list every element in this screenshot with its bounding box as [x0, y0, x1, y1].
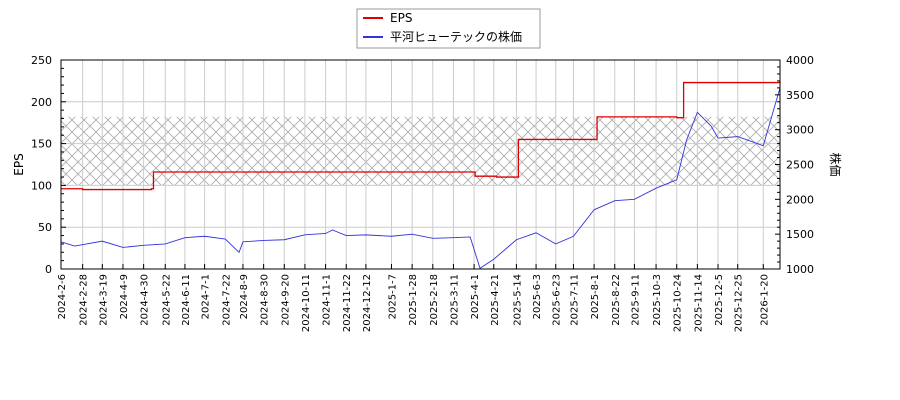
- legend-label: 平河ヒューテックの株価: [390, 29, 522, 44]
- y-right-tick-label: 4000: [786, 54, 814, 67]
- x-tick-label: 2025-6-3: [532, 274, 543, 319]
- y-right-tick-label: 1000: [786, 263, 814, 276]
- x-tick-label: 2024-11-1: [322, 274, 333, 326]
- y-left-tick-label: 50: [38, 221, 52, 234]
- x-tick-label: 2024-9-20: [280, 274, 291, 326]
- y-left-tick-label: 100: [31, 179, 52, 192]
- x-tick-label: 2024-8-9: [239, 274, 250, 319]
- y-right-tick-label: 2500: [786, 159, 814, 172]
- x-tick-label: 2025-8-1: [590, 274, 601, 319]
- x-tick-label: 2024-8-30: [260, 274, 271, 326]
- x-tick-label: 2025-4-21: [490, 274, 501, 326]
- x-tick-label: 2025-1-7: [387, 274, 398, 319]
- x-tick-label: 2025-3-11: [449, 274, 460, 326]
- x-tick-label: 2024-12-12: [362, 274, 373, 332]
- x-tick-label: 2025-9-11: [630, 274, 641, 326]
- y-left-tick-label: 200: [31, 96, 52, 109]
- x-tick-label: 2025-4-1: [470, 274, 481, 319]
- y-right-tick-label: 1500: [786, 228, 814, 241]
- y-left-axis-title: EPS: [12, 153, 26, 175]
- y-right-tick-label: 3500: [786, 89, 814, 102]
- y-right-axis-title: 株価: [828, 152, 843, 176]
- x-tick-label: 2025-1-28: [408, 274, 419, 326]
- x-tick-label: 2026-1-20: [759, 274, 770, 326]
- legend-label: EPS: [390, 11, 412, 25]
- legend-box: [356, 8, 541, 49]
- x-tick-label: 2025-7-11: [569, 274, 580, 326]
- x-tick-label: 2024-7-1: [201, 274, 212, 319]
- x-tick-label: 2024-7-22: [221, 274, 232, 326]
- stock-price-line: [60, 87, 781, 270]
- x-tick-label: 2024-2-6: [57, 274, 68, 319]
- x-tick-label: 2025-12-5: [714, 274, 725, 326]
- eps-line: [61, 81, 781, 191]
- legend: EPS 平河ヒューテックの株価: [356, 8, 541, 49]
- y-right-tick-label: 2000: [786, 193, 814, 206]
- x-tick-label: 2025-6-23: [552, 274, 563, 326]
- x-tick-label: 2024-5-22: [161, 274, 172, 326]
- x-tick-label: 2025-12-25: [734, 274, 745, 332]
- shaded-band: [61, 116, 780, 186]
- x-tick-label: 2025-10-3: [652, 274, 663, 326]
- plot-area: 0 50 100 150 200 250 1000 1500 2000 2500 3000 3500 4…: [12, 54, 843, 332]
- x-tick-label: 2024-11-22: [342, 274, 353, 332]
- x-tick-label: 2025-5-14: [512, 274, 523, 326]
- x-tick-label: 2024-4-30: [140, 274, 151, 326]
- x-tick-label: 2024-10-11: [301, 274, 312, 332]
- y-left-tick-label: 0: [45, 263, 52, 276]
- x-tick-label: 2024-6-11: [181, 274, 192, 326]
- y-left-tick-label: 150: [31, 138, 52, 151]
- x-tick-label: 2025-11-14: [693, 274, 704, 332]
- y-right-tick-label: 3000: [786, 124, 814, 137]
- x-tick-label: 2025-8-22: [611, 274, 622, 326]
- x-tick-label: 2025-2-18: [429, 274, 440, 326]
- y-left-tick-label: 250: [31, 54, 52, 67]
- x-tick-label: 2024-3-19: [98, 274, 109, 326]
- x-tick-label: 2024-4-9: [119, 274, 130, 319]
- x-tick-label: 2024-2-28: [79, 274, 90, 326]
- x-tick-label: 2025-10-24: [673, 274, 684, 332]
